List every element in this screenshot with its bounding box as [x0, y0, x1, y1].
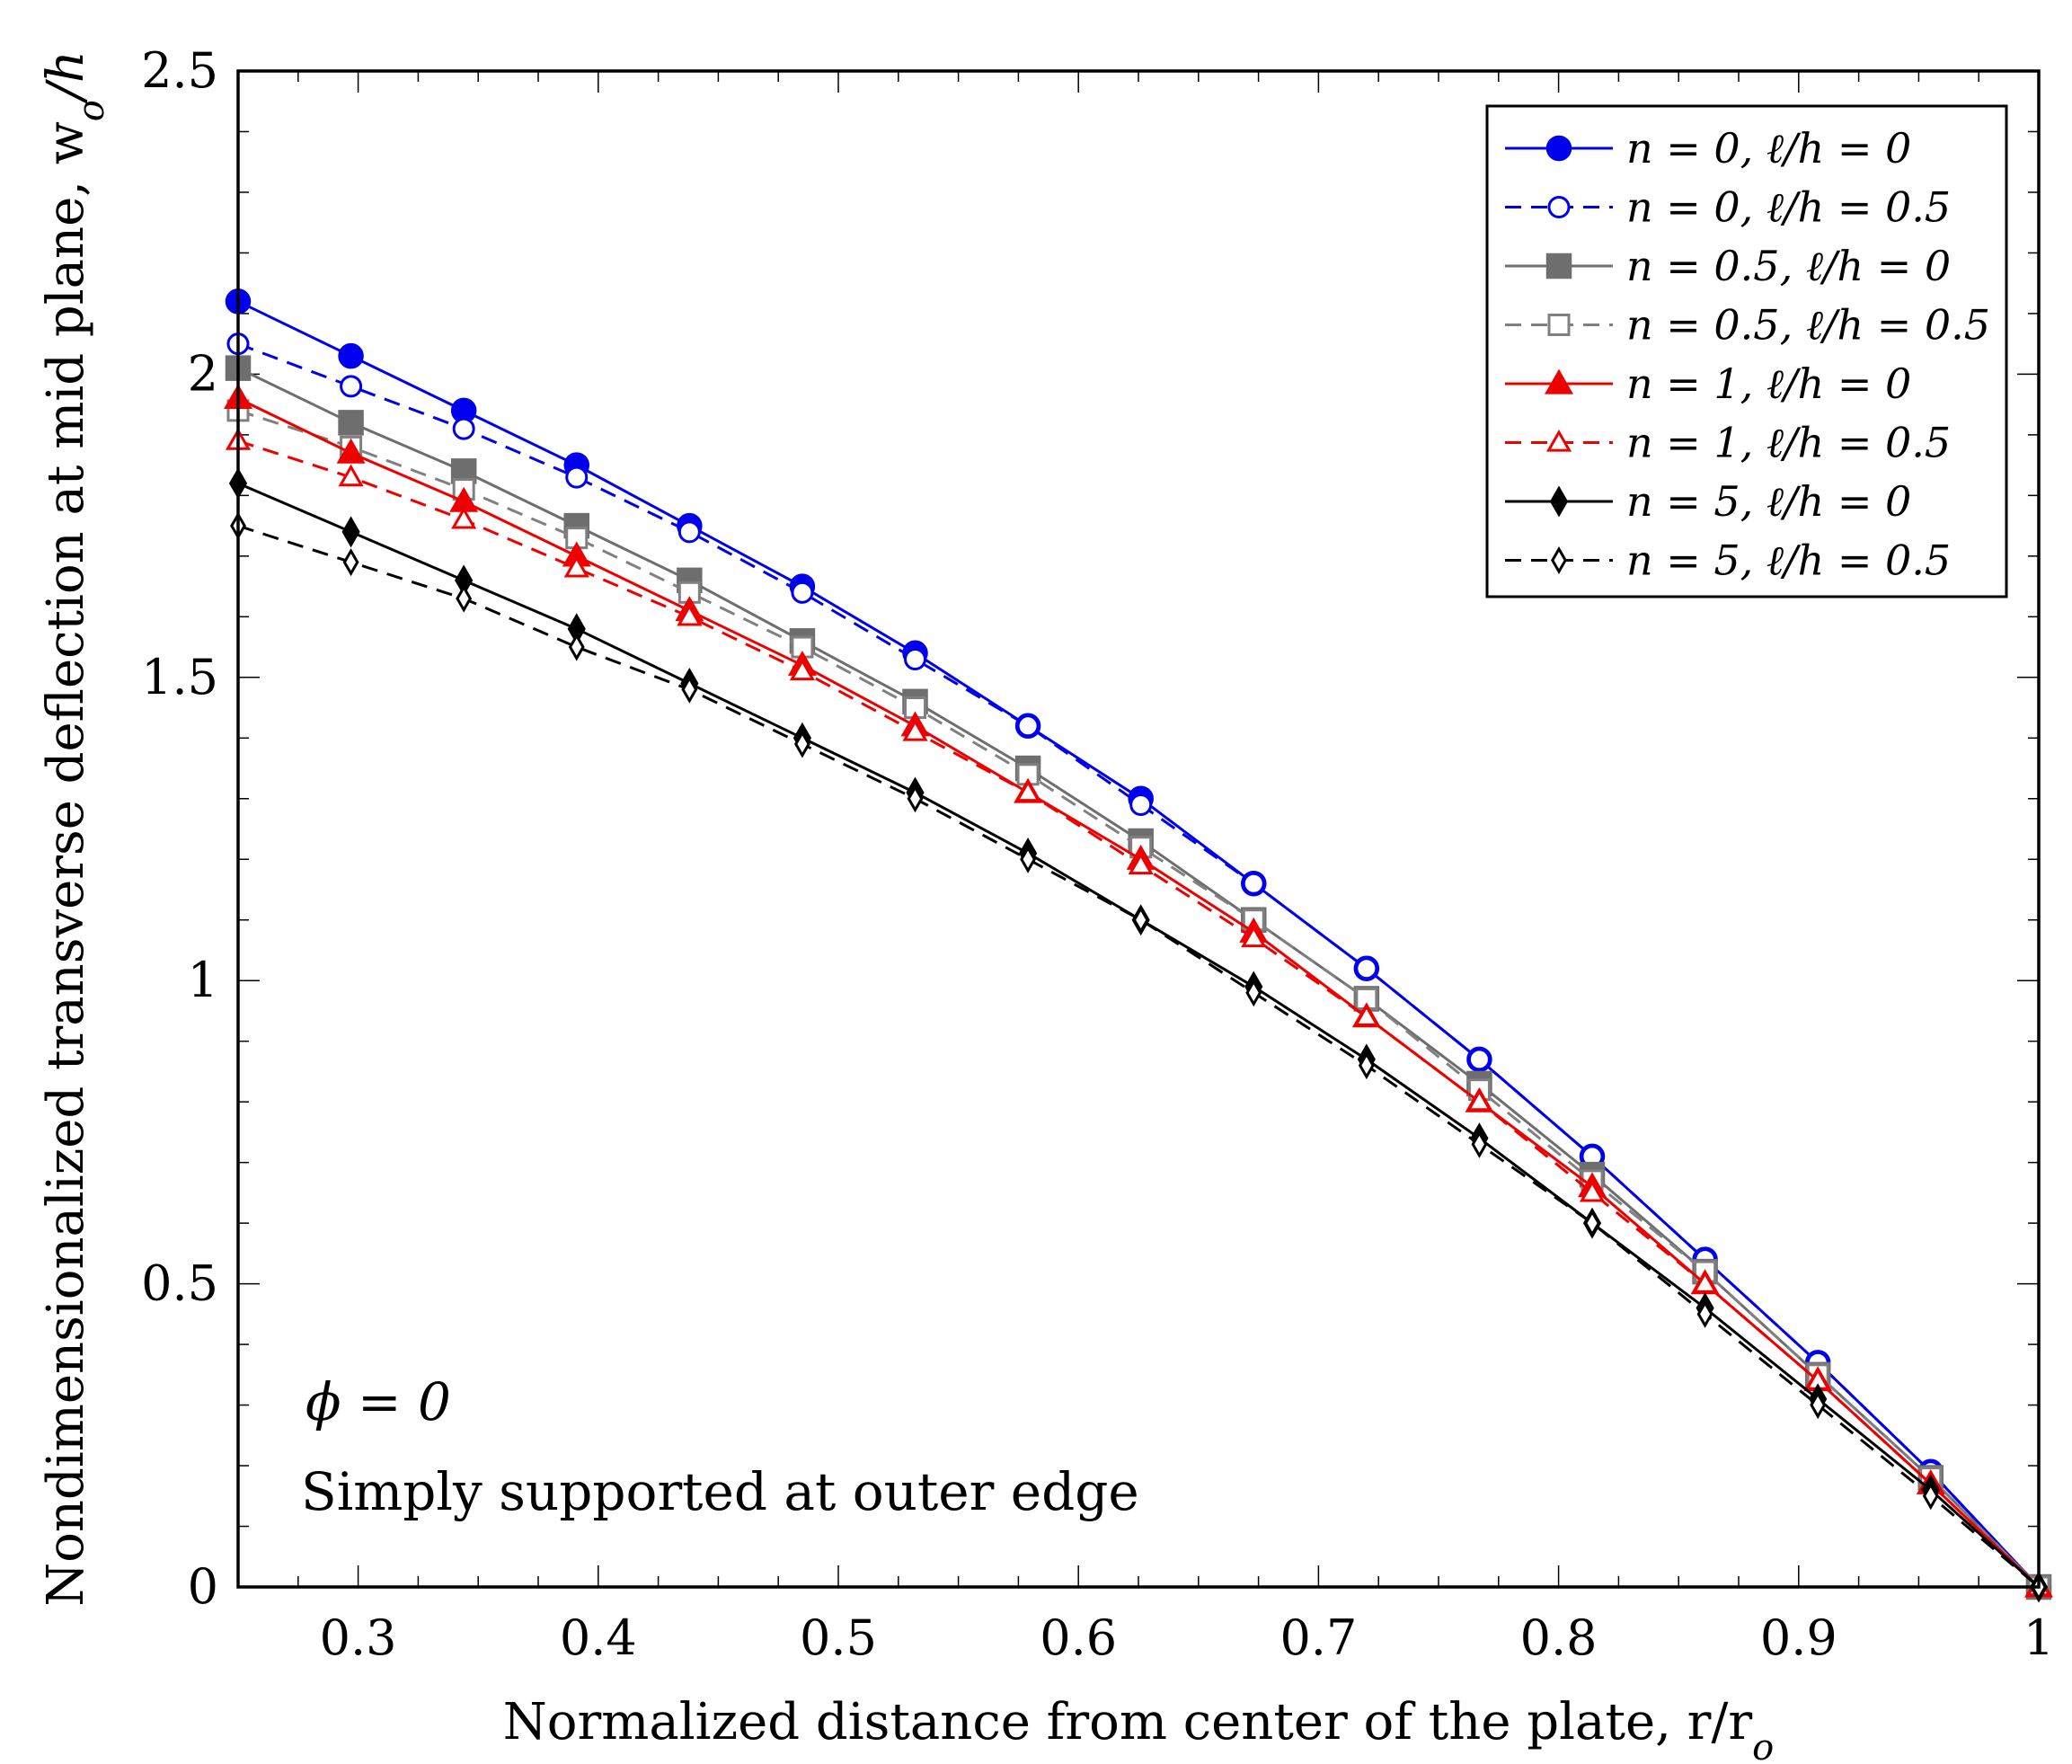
x-tick-label: 0.6	[1040, 1609, 1117, 1666]
legend-marker	[1545, 368, 1573, 394]
data-point	[789, 658, 816, 681]
data-point	[793, 730, 810, 758]
data-point	[902, 719, 928, 741]
data-point	[338, 410, 364, 436]
legend-marker	[1545, 135, 1572, 162]
legend-label: n = 0, ℓ/h = 0	[1626, 124, 1911, 173]
data-point	[904, 648, 927, 671]
data-point	[1922, 1482, 1939, 1511]
y-axis-title: Nondimensionalized transverse deflection…	[37, 50, 112, 1607]
tick-labels: 0.3 0.4 0.5 0.6 0.7 0.8 0.9 1 0 0.5 1 1.5 2 2.5	[141, 42, 2054, 1666]
data-point	[1692, 1271, 1718, 1293]
data-point	[568, 633, 585, 661]
data-point	[677, 520, 701, 544]
legend-marker	[1549, 485, 1569, 518]
legend-label: n = 1, ℓ/h = 0.5	[1626, 419, 1951, 467]
x-axis-title: Normalized distance from center of the p…	[503, 1693, 1774, 1764]
data-point	[791, 581, 814, 604]
data-point	[907, 784, 924, 813]
legend-label: n = 0.5, ℓ/h = 0	[1626, 242, 1951, 290]
data-point	[1584, 1209, 1600, 1237]
data-point	[1467, 1048, 1491, 1071]
series-line	[237, 524, 2040, 1589]
data-point	[1129, 793, 1153, 817]
data-point	[1355, 957, 1378, 980]
data-point	[1696, 1299, 1713, 1328]
legend: n = 0, ℓ/h = 0 n = 0, ℓ/h = 0.5 n = 0.5, ℓ…	[1485, 104, 2008, 598]
data-point	[452, 417, 475, 440]
data-point	[342, 548, 359, 577]
legend-label: n = 0.5, ℓ/h = 0.5	[1626, 301, 1990, 350]
data-point	[1132, 906, 1149, 935]
x-tick-label: 0.4	[560, 1609, 637, 1666]
series-layer	[224, 288, 2053, 1603]
data-point	[681, 675, 698, 704]
data-point	[1015, 779, 1041, 802]
series-line	[237, 482, 2041, 1589]
legend-entry: n = 1, ℓ/h = 0.5	[1505, 419, 1951, 467]
x-tick-label: 1	[2023, 1609, 2054, 1666]
y-tick-label: 2.5	[141, 42, 218, 99]
data-point	[1241, 925, 1267, 948]
legend-marker	[1547, 196, 1571, 218]
legend-marker	[1545, 253, 1572, 279]
legend-label: n = 0, ℓ/h = 0.5	[1626, 183, 1951, 232]
x-tick-label: 0.8	[1520, 1609, 1598, 1666]
data-point	[338, 342, 364, 369]
data-point	[1810, 1391, 1827, 1420]
data-point	[1353, 1004, 1379, 1026]
legend-box	[1485, 104, 2008, 598]
legend-entry: n = 0, ℓ/h = 0	[1505, 124, 1911, 173]
legend-label: n = 5, ℓ/h = 0.5	[1626, 536, 1951, 585]
series-5	[225, 428, 2052, 1597]
legend-marker	[1551, 545, 1567, 575]
legend-marker	[1547, 314, 1571, 336]
data-point	[1020, 845, 1037, 873]
data-point	[1016, 714, 1040, 738]
data-point	[1579, 1179, 1606, 1202]
data-point	[1245, 979, 1262, 1007]
y-tick-label: 1	[188, 952, 218, 1008]
series-7	[230, 511, 2047, 1601]
series-6	[228, 467, 2049, 1603]
data-point	[338, 464, 364, 487]
legend-label: n = 1, ℓ/h = 0	[1626, 359, 1911, 408]
data-point	[1466, 1088, 1492, 1112]
x-tick-label: 0.9	[1760, 1609, 1837, 1666]
legend-entry: n = 0, ℓ/h = 0.5	[1505, 183, 1951, 232]
annotation-support: Simply supported at outer edge	[301, 1461, 1139, 1522]
y-tick-label: 0.5	[141, 1255, 218, 1312]
data-point	[341, 516, 360, 548]
y-tick-label: 1.5	[141, 649, 218, 705]
legend-entry: n = 0.5, ℓ/h = 0.5	[1505, 301, 1990, 350]
data-point	[1128, 852, 1154, 875]
legend-marker	[1545, 429, 1572, 452]
data-point	[1471, 1130, 1488, 1158]
legend-entry: n = 5, ℓ/h = 0	[1505, 477, 1911, 526]
data-point	[1358, 1051, 1375, 1080]
y-tick-label: 2	[188, 345, 218, 402]
x-tick-label: 0.5	[800, 1609, 877, 1666]
data-point	[336, 438, 366, 464]
data-point	[677, 603, 703, 626]
legend-entry: n = 1, ℓ/h = 0	[1505, 359, 1911, 408]
data-point	[456, 584, 473, 613]
legend-label: n = 5, ℓ/h = 0	[1626, 477, 1911, 526]
data-point	[451, 506, 477, 529]
series-line	[237, 439, 2041, 1589]
x-tick-label: 0.3	[320, 1609, 397, 1666]
plot-frame	[236, 69, 2041, 1589]
legend-entry: n = 0.5, ℓ/h = 0	[1505, 242, 1951, 290]
data-point	[1242, 872, 1265, 895]
data-point	[565, 465, 589, 489]
annotation-phi: ϕ = 0	[305, 1371, 451, 1432]
x-tick-label: 0.7	[1280, 1609, 1357, 1666]
data-point	[340, 375, 363, 398]
data-point	[563, 554, 589, 578]
y-tick-label: 0	[188, 1558, 218, 1615]
legend-entry: n = 5, ℓ/h = 0.5	[1505, 536, 1951, 585]
